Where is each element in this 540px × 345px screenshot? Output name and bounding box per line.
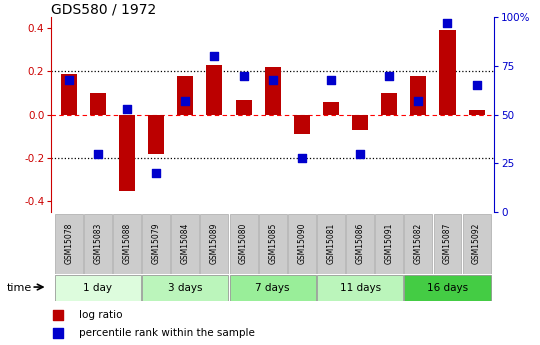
- Bar: [90, 93, 106, 115]
- Text: 16 days: 16 days: [427, 283, 468, 293]
- Text: GSM15089: GSM15089: [210, 222, 219, 264]
- Bar: [230, 275, 316, 301]
- Point: [239, 73, 248, 78]
- Bar: [84, 214, 112, 274]
- Bar: [317, 214, 345, 274]
- Bar: [142, 214, 170, 274]
- Text: 11 days: 11 days: [340, 283, 381, 293]
- Bar: [352, 115, 368, 130]
- Bar: [119, 115, 135, 190]
- Text: GSM15084: GSM15084: [181, 222, 190, 264]
- Point: [356, 151, 364, 156]
- Text: log ratio: log ratio: [79, 310, 123, 319]
- Bar: [463, 214, 491, 274]
- Point: [152, 170, 160, 176]
- Bar: [404, 275, 491, 301]
- Bar: [200, 214, 228, 274]
- Text: GSM15078: GSM15078: [64, 222, 73, 264]
- Text: GDS580 / 1972: GDS580 / 1972: [51, 2, 157, 16]
- Point: [443, 20, 452, 26]
- Bar: [265, 67, 281, 115]
- Text: GSM15083: GSM15083: [93, 222, 103, 264]
- Text: GSM15088: GSM15088: [123, 222, 132, 264]
- Bar: [404, 214, 433, 274]
- Text: GSM15091: GSM15091: [384, 222, 394, 264]
- Bar: [440, 30, 456, 115]
- Bar: [55, 275, 141, 301]
- Text: GSM15090: GSM15090: [298, 222, 306, 264]
- Point: [385, 73, 394, 78]
- Point: [123, 106, 131, 112]
- Bar: [55, 214, 83, 274]
- Bar: [288, 214, 316, 274]
- Text: GSM15082: GSM15082: [414, 222, 423, 264]
- Point: [64, 77, 73, 82]
- Text: GSM15085: GSM15085: [268, 222, 277, 264]
- Bar: [113, 214, 141, 274]
- Point: [181, 98, 190, 104]
- Bar: [323, 102, 339, 115]
- Bar: [294, 115, 310, 134]
- Point: [210, 53, 219, 59]
- Text: 1 day: 1 day: [83, 283, 112, 293]
- Text: percentile rank within the sample: percentile rank within the sample: [79, 328, 255, 337]
- Text: GSM15081: GSM15081: [327, 222, 335, 264]
- Text: 3 days: 3 days: [168, 283, 202, 293]
- Point: [268, 77, 277, 82]
- Point: [472, 83, 481, 88]
- Bar: [381, 93, 397, 115]
- Bar: [206, 65, 222, 115]
- Bar: [61, 73, 77, 115]
- Bar: [235, 100, 252, 115]
- Bar: [317, 275, 403, 301]
- Bar: [148, 115, 164, 154]
- Point: [368, 77, 377, 82]
- Text: GSM15086: GSM15086: [356, 222, 364, 264]
- Bar: [259, 214, 287, 274]
- Bar: [230, 214, 258, 274]
- Point: [327, 77, 335, 82]
- Bar: [434, 214, 462, 274]
- Bar: [171, 214, 199, 274]
- Bar: [375, 214, 403, 274]
- Text: time: time: [6, 283, 32, 293]
- Bar: [410, 76, 427, 115]
- Bar: [469, 110, 484, 115]
- Text: 7 days: 7 days: [255, 283, 290, 293]
- Text: GSM15080: GSM15080: [239, 222, 248, 264]
- Point: [414, 98, 423, 104]
- Bar: [346, 214, 374, 274]
- Point: [298, 155, 306, 160]
- Bar: [142, 275, 228, 301]
- Text: GSM15092: GSM15092: [472, 222, 481, 264]
- Point: [93, 151, 102, 156]
- Text: GSM15079: GSM15079: [152, 222, 161, 264]
- Bar: [177, 76, 193, 115]
- Text: GSM15087: GSM15087: [443, 222, 452, 264]
- Point: [368, 240, 377, 246]
